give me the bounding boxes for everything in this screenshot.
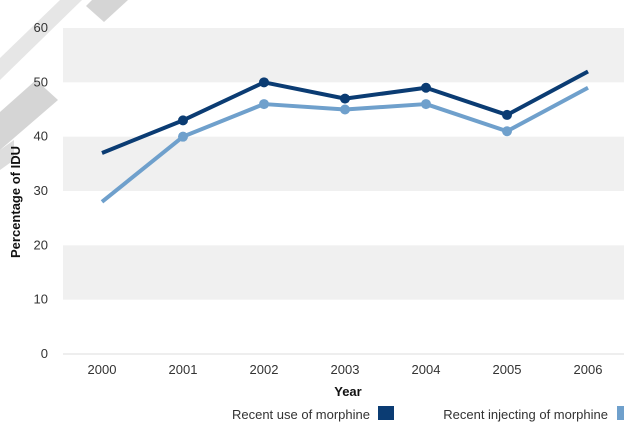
data-point xyxy=(259,99,269,110)
x-axis-ticks: 2000 2001 2002 2003 2004 2005 2006 xyxy=(88,362,603,377)
decor-stripe xyxy=(86,0,128,22)
x-tick-label: 2004 xyxy=(412,362,441,377)
data-point xyxy=(502,126,512,137)
legend: Recent use of morphine Recent injecting … xyxy=(232,406,624,422)
decor-stripe xyxy=(0,80,58,150)
y-tick-label: 0 xyxy=(41,346,48,361)
y-tick-label: 60 xyxy=(34,20,48,35)
legend-swatch-series-2 xyxy=(617,406,624,420)
data-point xyxy=(421,82,431,93)
data-point xyxy=(340,104,350,115)
series-lines xyxy=(100,69,589,204)
data-point xyxy=(178,131,188,142)
grid-band xyxy=(63,28,624,83)
x-tick-label: 2003 xyxy=(331,362,360,377)
data-point xyxy=(502,109,512,120)
x-tick-label: 2005 xyxy=(493,362,522,377)
y-axis-title: Percentage of IDU xyxy=(8,146,23,258)
corner-decoration xyxy=(0,0,128,170)
y-tick-label: 50 xyxy=(34,74,48,89)
grid-band xyxy=(63,136,624,191)
legend-swatch-series-1 xyxy=(378,406,394,420)
y-tick-label: 20 xyxy=(34,237,48,252)
x-axis-title: Year xyxy=(334,384,361,399)
y-tick-label: 10 xyxy=(34,292,48,307)
grid-band xyxy=(63,245,624,300)
grid-bands xyxy=(63,28,624,355)
y-tick-label: 40 xyxy=(34,129,48,144)
legend-label-series-1: Recent use of morphine xyxy=(232,407,370,422)
decor-stripe xyxy=(0,140,14,170)
x-tick-label: 2000 xyxy=(88,362,117,377)
legend-label-series-2: Recent injecting of morphine xyxy=(443,407,608,422)
x-tick-label: 2001 xyxy=(169,362,198,377)
y-axis-ticks: 0 10 20 30 40 50 60 xyxy=(34,20,48,361)
data-point xyxy=(259,77,269,88)
data-point xyxy=(340,93,350,104)
x-tick-label: 2006 xyxy=(574,362,603,377)
data-point xyxy=(178,115,188,126)
decor-stripe xyxy=(0,0,82,80)
x-tick-label: 2002 xyxy=(250,362,279,377)
data-point xyxy=(421,99,431,110)
y-tick-label: 30 xyxy=(34,183,48,198)
